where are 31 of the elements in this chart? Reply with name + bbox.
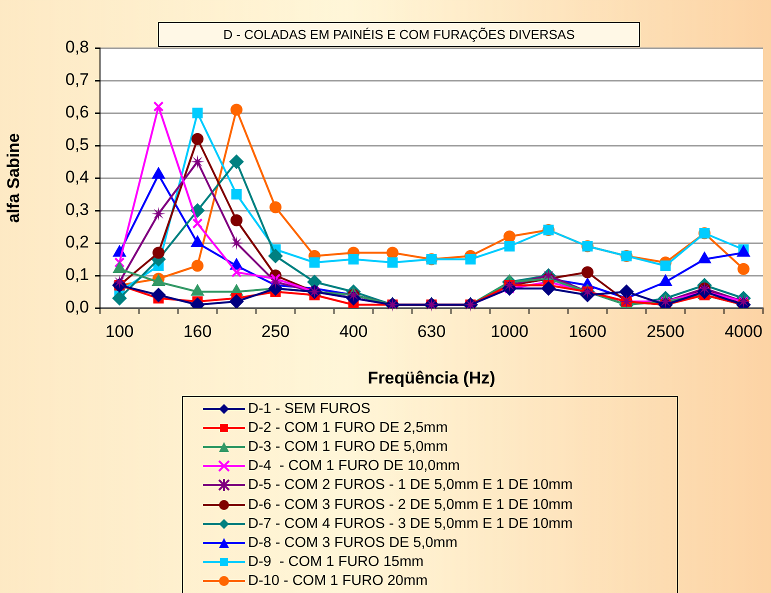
legend-label: D-3 - COM 1 FURO DE 5,0mm (248, 438, 448, 455)
y-tick-label: 0,0 (65, 298, 89, 317)
y-tick-label: 0,4 (65, 168, 89, 187)
x-tick-label: 250 (261, 322, 290, 341)
y-tick-label: 0,1 (65, 265, 89, 284)
legend-label: D-5 - COM 2 FUROS - 1 DE 5,0mm E 1 DE 10mm (248, 477, 573, 494)
legend-label: D-7 - COM 4 FUROS - 3 DE 5,0mm E 1 DE 10mm (248, 516, 573, 532)
legend-label: D-2 - COM 1 FURO DE 2,5mm (248, 420, 448, 436)
x-tick-label: 630 (417, 322, 446, 341)
x-tick-label: 1000 (490, 322, 528, 341)
y-tick-label: 0,6 (65, 102, 89, 122)
x-axis-title: Freqüência (Hz) (368, 368, 496, 388)
legend-label: D-8 - COM 3 FUROS DE 5,0mm (248, 534, 458, 551)
y-tick-label: 0,2 (65, 232, 89, 252)
legend-label: D-4 - COM 1 FURO DE 10,0mm (248, 458, 460, 474)
y-tick-label: 0,5 (65, 135, 89, 154)
legend-label: D-6 - COM 3 FUROS - 2 DE 5,0mm E 1 DE 10mm (248, 496, 573, 513)
legend-label: D-10 - COM 1 FURO 20mm (248, 573, 428, 590)
chart-title: D - COLADAS EM PAINÉIS E COM FURAÇÕES DIVERSAS (158, 22, 640, 47)
x-tick-label: 1600 (568, 322, 606, 341)
y-tick-label: 0,7 (65, 70, 89, 90)
x-tick-label: 2500 (646, 322, 684, 341)
legend-label: D-1 - SEM FUROS (248, 400, 370, 417)
x-tick-label: 400 (339, 322, 368, 341)
x-tick-label: 4000 (724, 322, 762, 341)
legend-label: D-9 - COM 1 FURO 15mm (248, 554, 424, 570)
x-tick-label: 100 (105, 322, 134, 341)
y-tick-label: 0,3 (65, 200, 89, 220)
x-tick-label: 160 (183, 322, 212, 341)
y-axis-title: alfa Sabine (4, 133, 23, 223)
y-tick-label: 0,8 (65, 38, 89, 57)
